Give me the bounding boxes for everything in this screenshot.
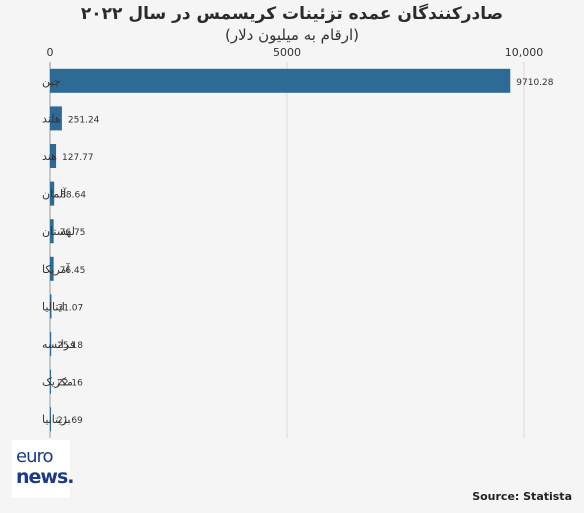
x-tick-label: 10,000 bbox=[505, 46, 544, 59]
data-label: 9710.28 bbox=[516, 78, 553, 88]
category-label: آلمان bbox=[42, 187, 67, 201]
source-note: Source: Statista bbox=[472, 490, 572, 503]
bar-chart: 0 5000 10,000 چین 9710.28 هلند 251.24 هند 127.77… bbox=[42, 46, 554, 438]
data-label: 25.18 bbox=[57, 341, 83, 351]
bar bbox=[50, 294, 52, 319]
logo-text-news: news. bbox=[16, 466, 74, 488]
data-label: 76.45 bbox=[60, 266, 86, 276]
bar bbox=[50, 106, 62, 131]
data-label: 31.07 bbox=[57, 303, 83, 313]
category-label: بریتانیا bbox=[42, 413, 71, 426]
bar bbox=[50, 68, 511, 93]
bar bbox=[50, 369, 52, 394]
x-tick-label: 0 bbox=[47, 46, 54, 59]
data-label: 127.77 bbox=[62, 153, 94, 163]
category-label: هند bbox=[42, 150, 57, 163]
bar bbox=[50, 256, 54, 281]
data-label: 21.69 bbox=[57, 416, 83, 426]
bar bbox=[50, 144, 57, 168]
euronews-logo: euro news. bbox=[12, 440, 74, 498]
bar bbox=[50, 407, 52, 432]
logo-text-euro: euro bbox=[16, 446, 53, 467]
chart-subtitle: (ارقام به میلیون دلار) bbox=[225, 26, 359, 44]
category-label: مکزیک bbox=[42, 376, 73, 389]
category-label: آمریکا bbox=[42, 262, 70, 276]
category-label: فرانسه bbox=[42, 338, 75, 351]
bar bbox=[50, 219, 54, 244]
data-label: 88.64 bbox=[60, 191, 86, 201]
category-label: هلند bbox=[42, 112, 61, 125]
category-label: ایتالیا bbox=[42, 300, 65, 313]
bar bbox=[50, 181, 55, 206]
bar bbox=[50, 332, 52, 356]
data-label: 22.16 bbox=[57, 379, 83, 389]
data-label: 251.24 bbox=[68, 115, 100, 125]
category-label: چین bbox=[42, 75, 61, 88]
x-tick-label: 5000 bbox=[273, 46, 301, 59]
category-label: لهستان bbox=[42, 225, 75, 238]
chart-title: صادرکنندگان عمده تزئینات کریسمس در سال ۲… bbox=[80, 4, 504, 24]
data-label: 76.75 bbox=[60, 228, 86, 238]
